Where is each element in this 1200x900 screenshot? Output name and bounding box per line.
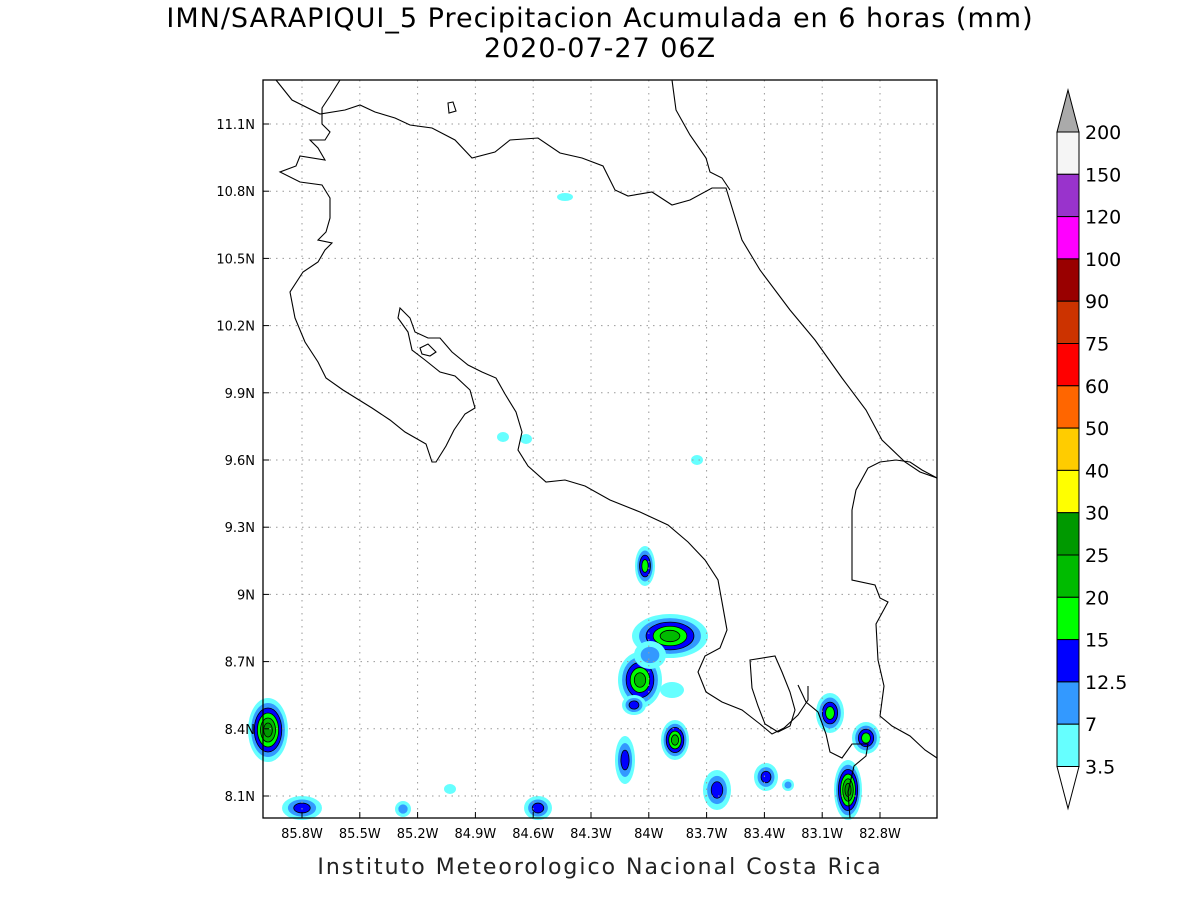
- precip-contour: [784, 781, 792, 789]
- lat-label: 8.4N: [225, 723, 255, 738]
- colorbar-upper-arrow: [1056, 88, 1080, 133]
- colorbar-label: 120: [1085, 207, 1121, 229]
- lat-label: 9.9N: [225, 387, 255, 402]
- map-frame: [262, 79, 938, 819]
- colorbar: 200 150 120 100 90 75 60 50 40 30 25 20 15 12.5 7 3.5: [1056, 88, 1127, 811]
- lon-label: 84W: [634, 827, 664, 842]
- coastline: [275, 79, 938, 819]
- colorbar-label: 150: [1085, 164, 1121, 186]
- lon-label: 84.9W: [454, 827, 496, 842]
- lon-label: 83.1W: [801, 827, 843, 842]
- precip-contour: [825, 706, 835, 720]
- precip-contour: [444, 784, 456, 794]
- precip-contour: [670, 734, 680, 746]
- lat-label: 8.1N: [225, 790, 255, 805]
- colorbar-label: 3.5: [1085, 757, 1115, 779]
- lon-label: 83.4W: [743, 827, 785, 842]
- latitude-labels: 11.1N 10.8N 10.5N 10.2N 9.9N 9.6N 9.3N 9N 8.7N 8.…: [216, 118, 255, 805]
- map-grid: [263, 80, 937, 818]
- colorbar-label: 25: [1085, 545, 1109, 567]
- colorbar-label: 30: [1085, 503, 1109, 525]
- colorbar-label: 7: [1085, 714, 1097, 736]
- precip-contour: [861, 732, 871, 744]
- lat-label: 8.7N: [225, 656, 255, 671]
- precip-contour: [497, 432, 509, 442]
- lon-label: 85.5W: [339, 827, 381, 842]
- map-datetime: 2020-07-27 06Z: [483, 33, 717, 64]
- colorbar-label: 200: [1085, 122, 1121, 144]
- colorbar-label: 15: [1085, 630, 1109, 652]
- colorbar-label: 12.5: [1085, 672, 1127, 694]
- precip-contour: [628, 700, 640, 710]
- colorbar-label: 75: [1085, 334, 1109, 356]
- lat-label: 10.8N: [216, 185, 255, 200]
- colorbar-swatch: [1056, 385, 1080, 429]
- lon-label: 85.8W: [281, 827, 323, 842]
- precip-contour: [691, 455, 703, 465]
- lat-label: 9.6N: [225, 454, 255, 469]
- lon-label: 82.8W: [859, 827, 901, 842]
- footer-credit: Instituto Meteorologico Nacional Costa R…: [317, 855, 883, 880]
- precip-contour: [263, 722, 273, 738]
- lat-label: 10.5N: [216, 252, 255, 267]
- colorbar-label: 60: [1085, 376, 1109, 398]
- precip-contour: [760, 770, 772, 784]
- precip-cells: [248, 193, 880, 820]
- map-title: IMN/SARAPIQUI_5 Precipitacion Acumulada …: [166, 3, 1034, 34]
- colorbar-swatch: [1056, 723, 1080, 768]
- precip-contour: [641, 559, 649, 573]
- colorbar-label: 100: [1085, 249, 1121, 271]
- precip-contour: [633, 672, 647, 688]
- colorbar-swatch: [1056, 300, 1080, 345]
- lat-label: 10.2N: [216, 320, 255, 335]
- colorbar-swatch: [1056, 639, 1080, 683]
- precip-contour: [640, 646, 660, 664]
- colorbar-swatch: [1056, 512, 1080, 556]
- colorbar-swatch: [1056, 554, 1080, 598]
- colorbar-swatch: [1056, 258, 1080, 302]
- precip-contour: [520, 434, 532, 444]
- precip-contour: [659, 629, 681, 643]
- precip-contour: [710, 781, 724, 799]
- colorbar-swatch: [1056, 216, 1080, 260]
- precip-contour: [531, 802, 545, 814]
- lon-label: 84.6W: [512, 827, 554, 842]
- lon-label: 84.3W: [570, 827, 612, 842]
- colorbar-swatch: [1056, 173, 1080, 218]
- lat-label: 11.1N: [216, 118, 255, 133]
- precip-contour: [620, 749, 630, 771]
- lon-label: 85.2W: [397, 827, 439, 842]
- precip-contour: [398, 804, 408, 814]
- colorbar-lower-arrow: [1056, 766, 1080, 811]
- precip-contour: [660, 682, 684, 698]
- colorbar-label: 90: [1085, 291, 1109, 313]
- colorbar-swatch: [1056, 131, 1080, 175]
- colorbar-label: 50: [1085, 418, 1109, 440]
- lat-label: 9.3N: [225, 521, 255, 536]
- colorbar-label: 20: [1085, 587, 1109, 609]
- colorbar-swatch: [1056, 596, 1080, 641]
- colorbar-swatch: [1056, 469, 1080, 514]
- longitude-labels: 85.8W 85.5W 85.2W 84.9W 84.6W 84.3W 84W 83.7W 83…: [281, 827, 901, 842]
- lon-label: 83.7W: [686, 827, 728, 842]
- colorbar-swatch: [1056, 343, 1080, 387]
- colorbar-swatch: [1056, 427, 1080, 471]
- precip-contour: [557, 193, 573, 201]
- colorbar-swatch: [1056, 681, 1080, 725]
- colorbar-label: 40: [1085, 460, 1109, 482]
- lat-label: 9N: [237, 588, 255, 603]
